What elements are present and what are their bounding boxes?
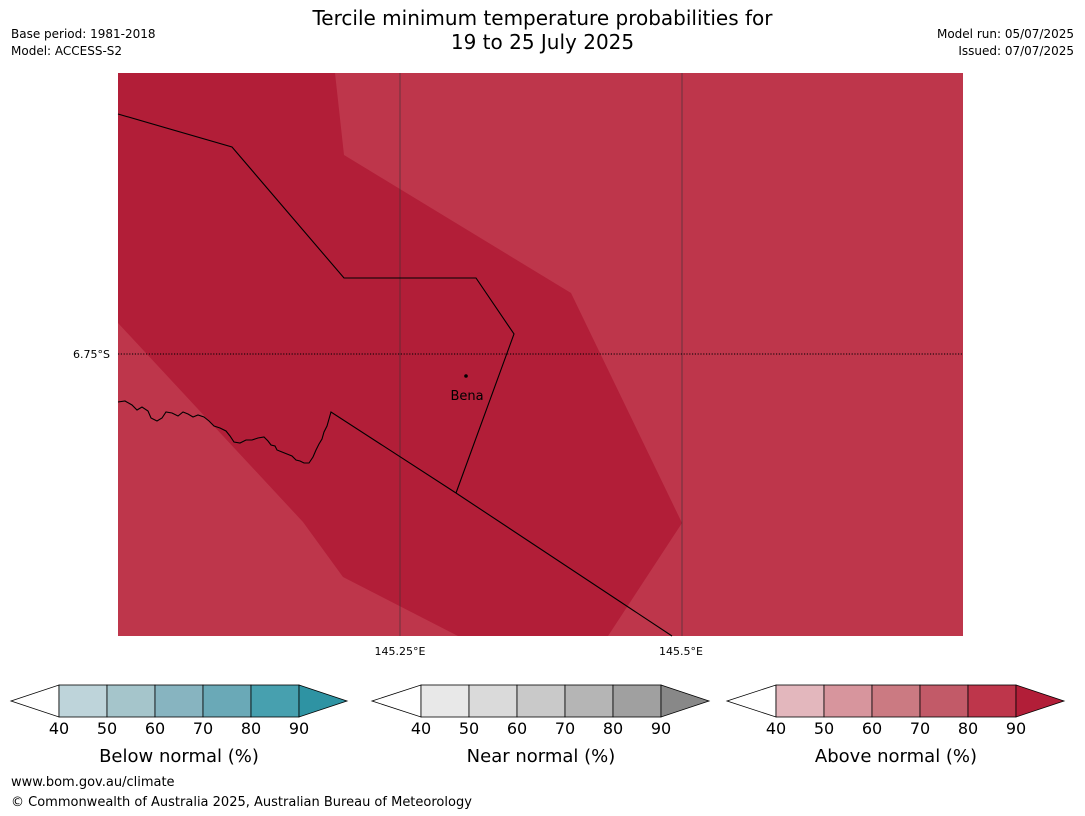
- model-run: Model run: 05/07/2025: [936, 27, 1074, 41]
- boundary-line-north: [117, 113, 515, 494]
- legend-tick-label: 60: [145, 719, 165, 738]
- legend-tick-label: 40: [766, 719, 786, 738]
- legend-swatch: [154, 684, 204, 718]
- legend-below-normal: 40 50 60 70 80 90 Below normal (%): [9, 684, 349, 767]
- legend-above-normal: 40 50 60 70 80 90 Above normal (%): [725, 684, 1066, 767]
- legend-tick-label: 90: [289, 719, 309, 738]
- legend-tick-label: 50: [814, 719, 834, 738]
- legend-tick-label: 50: [97, 719, 117, 738]
- legend-swatch: [823, 684, 873, 718]
- boundary-line-south: [455, 492, 673, 637]
- legend-swatch: [775, 684, 825, 718]
- legend-tick-label: 60: [507, 719, 527, 738]
- legend-near-normal: 40 50 60 70 80 90 Near normal (%): [370, 684, 711, 767]
- footer-url: www.bom.gov.au/climate: [11, 775, 175, 790]
- meta-left: Base period: 1981-2018 Model: ACCESS-S2: [11, 26, 156, 60]
- model-name: Model: ACCESS-S2: [11, 44, 123, 58]
- town-marker: [464, 374, 468, 378]
- legend-swatch: [516, 684, 566, 718]
- town-label-bena: Bena: [450, 389, 483, 404]
- legend-title: Above normal (%): [815, 746, 977, 767]
- legend-swatch: [250, 684, 300, 718]
- footer-copyright: © Commonwealth of Australia 2025, Austra…: [11, 795, 472, 810]
- issued-date: Issued: 07/07/2025: [958, 44, 1074, 58]
- legend-tick-label: 90: [1006, 719, 1026, 738]
- legend-tick-label: 70: [555, 719, 575, 738]
- legend-tick-label: 80: [241, 719, 261, 738]
- legend-tick-label: 80: [603, 719, 623, 738]
- title-line-1: Tercile minimum temperature probabilitie…: [312, 6, 773, 30]
- legend-swatch: [612, 684, 662, 718]
- legend-high-extension: [298, 684, 349, 718]
- legend-swatch: [202, 684, 252, 718]
- legend-high-extension: [660, 684, 711, 718]
- legend-swatch: [564, 684, 614, 718]
- meta-right: Model run: 05/07/2025 Issued: 07/07/2025: [937, 26, 1074, 60]
- legend-tick-label: 40: [49, 719, 69, 738]
- legend-swatch: [919, 684, 969, 718]
- legend-tick-label: 70: [193, 719, 213, 738]
- legend-high-extension: [1015, 684, 1066, 718]
- longitude-label-145-25: 145.25°E: [375, 645, 426, 658]
- legend-low-extension: [725, 684, 777, 718]
- legend-low-extension: [370, 684, 422, 718]
- legend-title: Near normal (%): [467, 746, 616, 767]
- chart-title: Tercile minimum temperature probabilitie…: [0, 6, 1085, 54]
- legend-title: Below normal (%): [99, 746, 259, 767]
- legend-swatch: [871, 684, 921, 718]
- longitude-label-145-5: 145.5°E: [659, 645, 703, 658]
- legend-swatch: [468, 684, 518, 718]
- legend-low-extension: [9, 684, 60, 718]
- legend-swatch: [106, 684, 156, 718]
- latitude-label: 6.75°S: [73, 348, 110, 361]
- legend-tick-label: 80: [958, 719, 978, 738]
- legend-tick-label: 70: [910, 719, 930, 738]
- legend-tick-label: 90: [651, 719, 671, 738]
- legend-swatch: [967, 684, 1017, 718]
- boundary-line-river: [117, 400, 457, 494]
- legend-swatch: [58, 684, 108, 718]
- legend-tick-label: 50: [459, 719, 479, 738]
- legend-swatch: [420, 684, 470, 718]
- legend-tick-label: 60: [862, 719, 882, 738]
- title-line-2: 19 to 25 July 2025: [450, 30, 635, 54]
- base-period: Base period: 1981-2018: [11, 27, 156, 41]
- legend-tick-label: 40: [411, 719, 431, 738]
